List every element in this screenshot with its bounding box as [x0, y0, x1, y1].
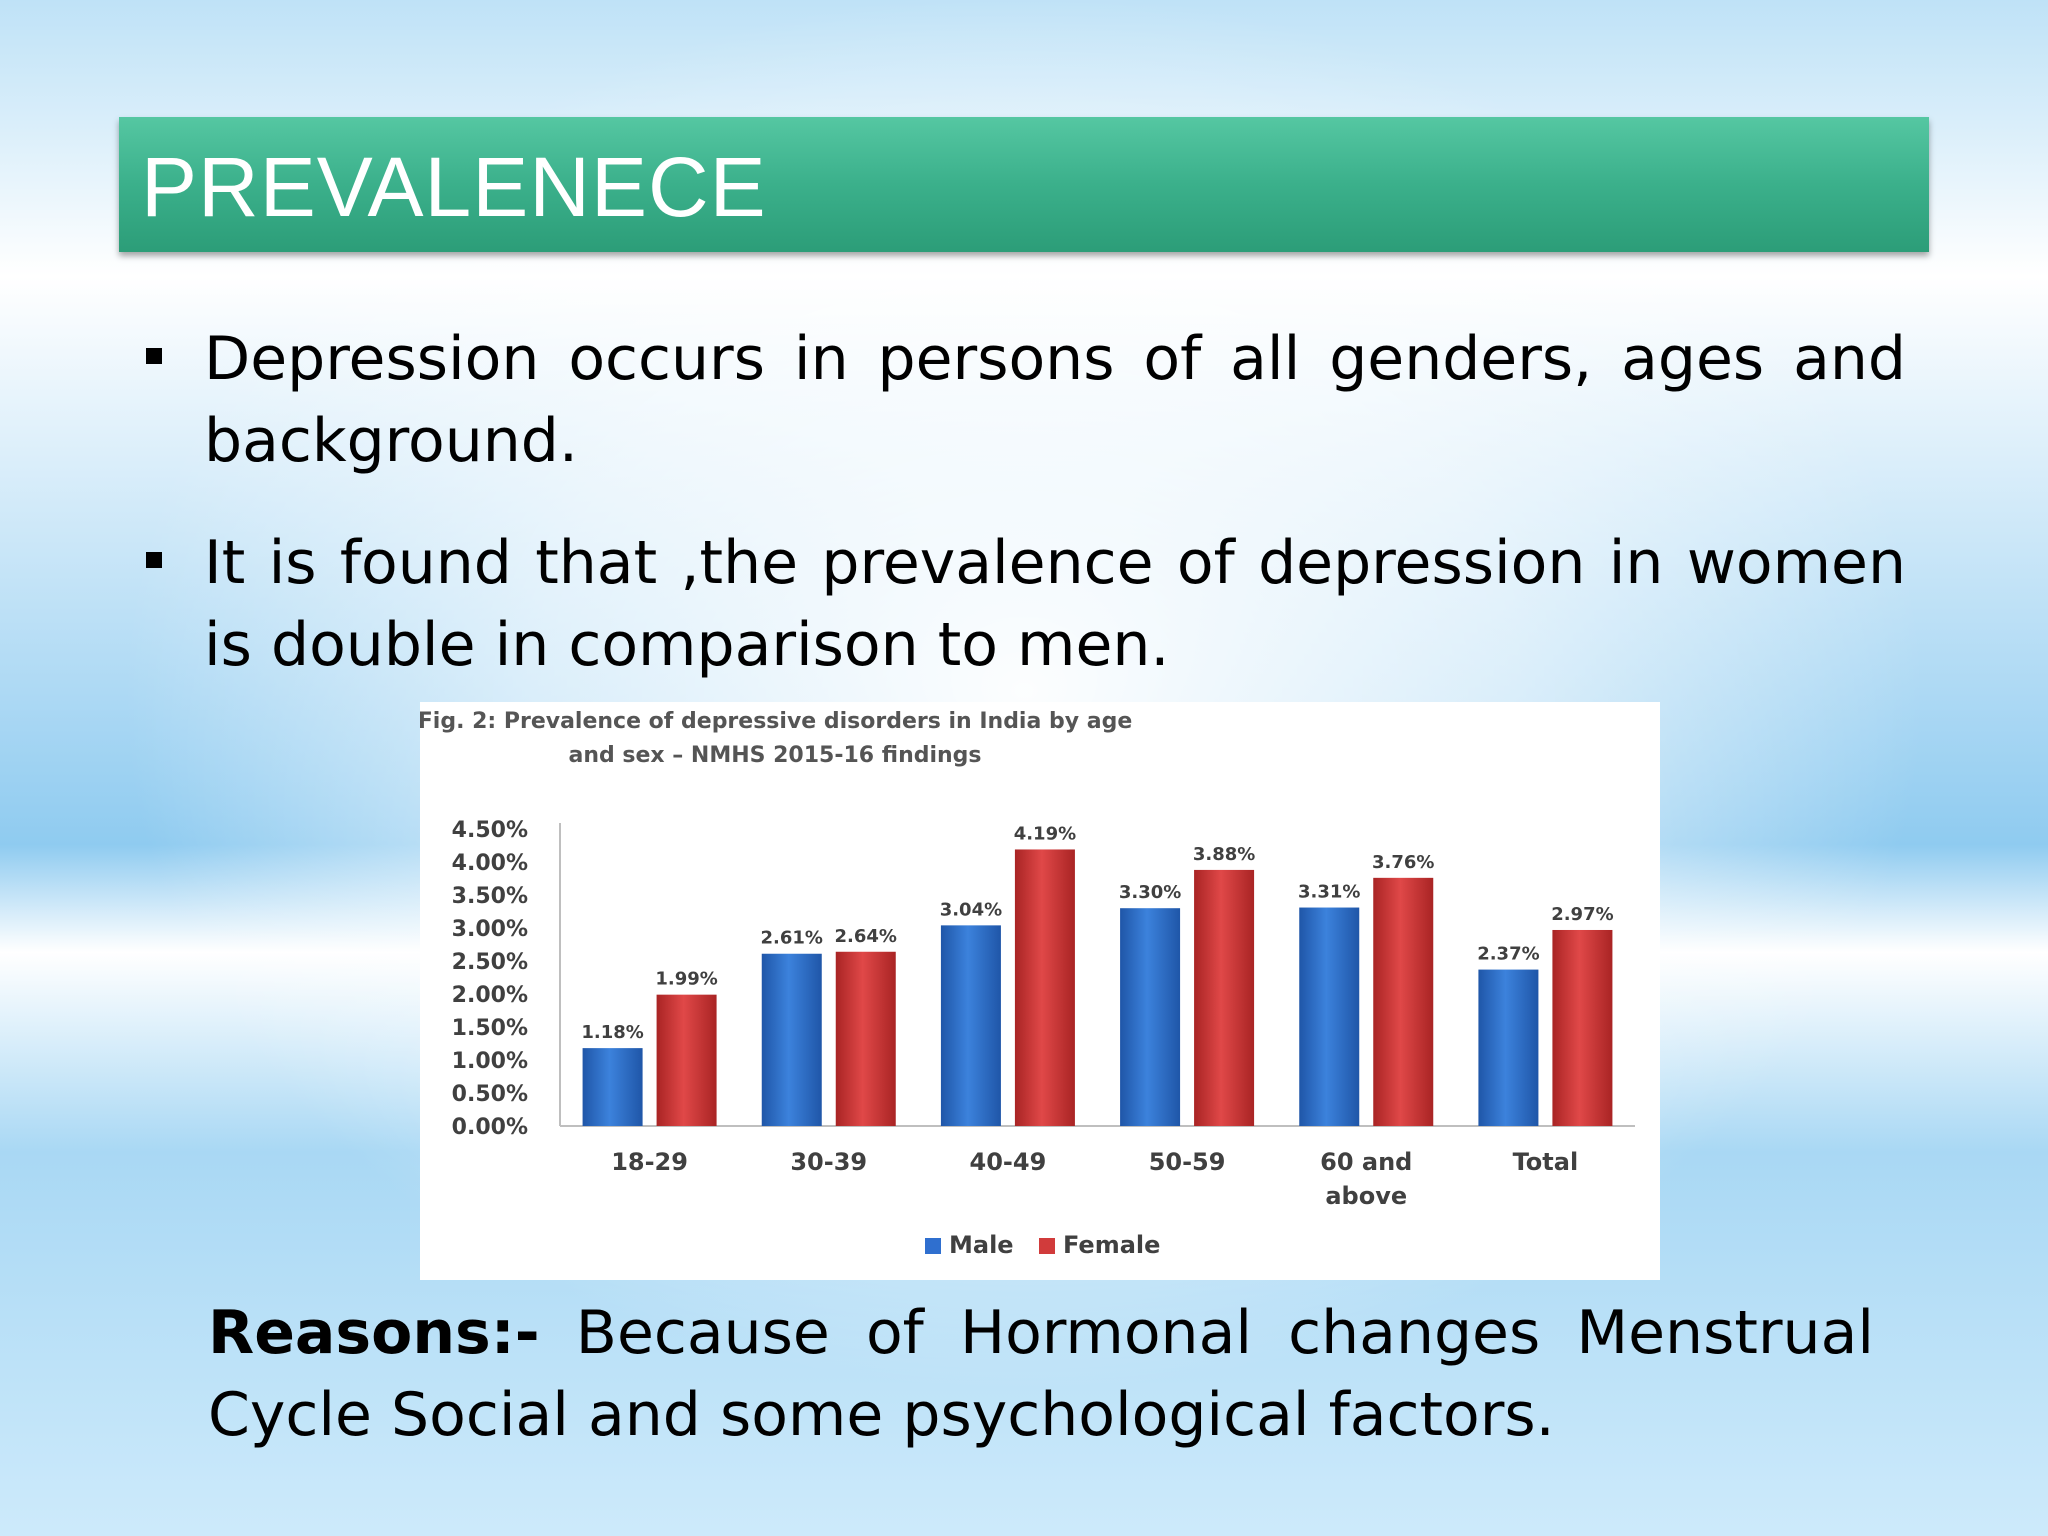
female-bar	[835, 951, 896, 1126]
y-tick-label: 4.50%	[452, 818, 528, 843]
bullet-item: It is found that ,the prevalence of depr…	[146, 522, 1906, 686]
bullet-text: It is found that ,the prevalence of depr…	[204, 528, 1906, 680]
data-label: 3.76%	[1372, 852, 1434, 873]
data-label: 3.04%	[940, 899, 1002, 920]
reasons-label: Reasons:-	[208, 1298, 540, 1368]
x-tick-label: Total	[1513, 1148, 1579, 1176]
data-label: 2.64%	[835, 926, 897, 947]
chart-title-line: Fig. 2: Prevalence of depressive disorde…	[420, 709, 1132, 734]
data-label: 4.19%	[1014, 823, 1076, 844]
y-tick-label: 1.00%	[452, 1049, 528, 1074]
x-tick-label: 50-59	[1149, 1148, 1226, 1176]
slide-title: PREVALENECE	[141, 140, 767, 234]
bullet-list: Depression occurs in persons of all gend…	[146, 318, 1906, 726]
female-bar	[1014, 849, 1075, 1126]
y-tick-label: 2.00%	[452, 983, 528, 1008]
legend-female-swatch	[1039, 1238, 1055, 1254]
data-label: 1.99%	[655, 969, 717, 990]
legend-male-swatch	[925, 1238, 941, 1254]
x-tick-label: above	[1325, 1182, 1407, 1210]
x-tick-label: 30-39	[790, 1148, 867, 1176]
y-tick-label: 4.00%	[452, 851, 528, 876]
x-tick-label: 60 and	[1320, 1148, 1412, 1176]
legend-label: Male	[949, 1231, 1014, 1259]
female-bar	[1373, 877, 1434, 1126]
bar-chart: Fig. 2: Prevalence of depressive disorde…	[420, 709, 1635, 1259]
data-label: 2.61%	[761, 928, 823, 949]
chart-title-line: and sex – NMHS 2015-16 findings	[568, 743, 981, 768]
male-bar	[582, 1048, 643, 1126]
square-bullet-icon	[146, 552, 162, 568]
data-label: 3.30%	[1119, 882, 1181, 903]
data-label: 3.31%	[1298, 882, 1360, 903]
male-bar	[1299, 907, 1360, 1126]
y-tick-label: 3.50%	[452, 884, 528, 909]
y-tick-label: 0.00%	[452, 1115, 528, 1140]
bullet-item: Depression occurs in persons of all gend…	[146, 318, 1906, 482]
chart-panel: Fig. 2: Prevalence of depressive disorde…	[420, 702, 1660, 1280]
title-bar: PREVALENECE	[119, 117, 1929, 252]
data-label: 1.18%	[581, 1022, 643, 1043]
reasons-paragraph: Reasons:- Because of Hormonal changes Me…	[208, 1292, 1874, 1456]
data-label: 2.37%	[1477, 944, 1539, 965]
y-tick-label: 0.50%	[452, 1082, 528, 1107]
y-tick-label: 2.50%	[452, 950, 528, 975]
data-label: 3.88%	[1193, 844, 1255, 865]
female-bar	[1552, 929, 1613, 1126]
y-tick-label: 3.00%	[452, 917, 528, 942]
male-bar	[1478, 969, 1539, 1126]
x-tick-label: 40-49	[970, 1148, 1047, 1176]
male-bar	[1120, 908, 1181, 1126]
female-bar	[656, 994, 717, 1126]
male-bar	[940, 925, 1001, 1126]
legend-label: Female	[1063, 1231, 1160, 1259]
female-bar	[1194, 869, 1255, 1126]
y-tick-label: 1.50%	[452, 1016, 528, 1041]
bullet-text: Depression occurs in persons of all gend…	[204, 324, 1906, 476]
x-tick-label: 18-29	[611, 1148, 688, 1176]
male-bar	[761, 953, 822, 1126]
reasons-text: Because of Hormonal changes Menstrual Cy…	[208, 1298, 1874, 1450]
data-label: 2.97%	[1551, 904, 1613, 925]
square-bullet-icon	[146, 348, 162, 364]
